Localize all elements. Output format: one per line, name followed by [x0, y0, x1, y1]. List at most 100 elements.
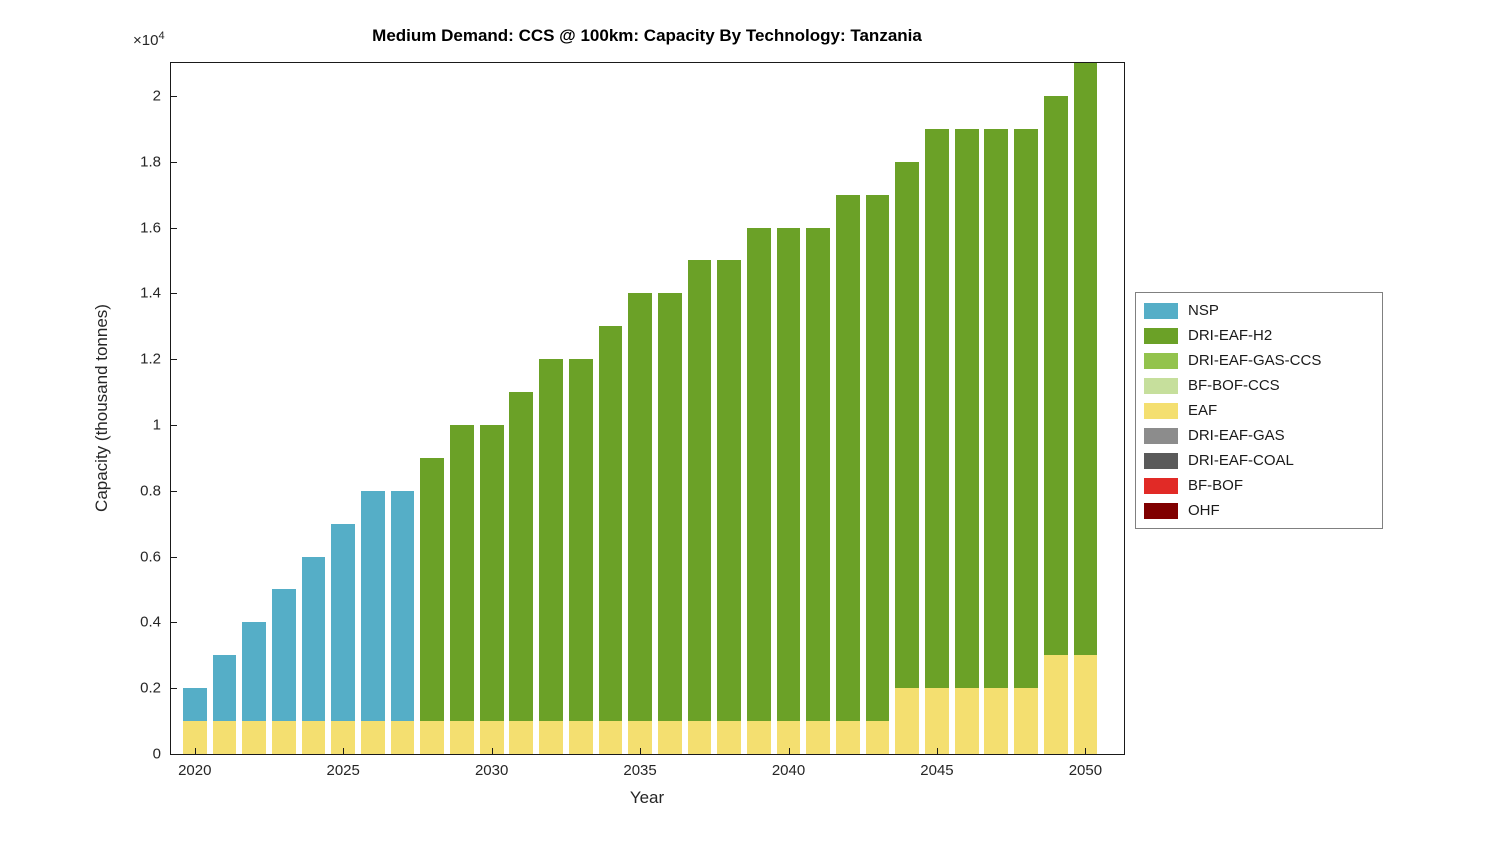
bar-segment-dri-eaf-h2: [598, 326, 623, 722]
legend-label: DRI-EAF-GAS: [1188, 427, 1285, 444]
bar-segment-dri-eaf-h2: [806, 227, 831, 722]
legend-item-nsp: NSP: [1144, 298, 1376, 323]
legend-swatch: [1144, 402, 1178, 419]
x-tick-mark: [1085, 748, 1087, 754]
bar-segment-eaf: [1014, 688, 1038, 754]
legend-item-bf-bof-ccs: BF-BOF-CCS: [1144, 373, 1376, 398]
bar-segment-eaf: [450, 721, 474, 754]
bar-segment-dri-eaf-h2: [895, 161, 920, 689]
y-tick-mark: [171, 688, 177, 690]
bar-segment-dri-eaf-h2: [836, 194, 860, 722]
bar-segment-eaf: [865, 721, 890, 754]
bar-segment-dri-eaf-h2: [1043, 95, 1068, 656]
x-tick-label: 2045: [920, 762, 954, 779]
bar-segment-eaf: [717, 721, 742, 754]
legend-label: BF-BOF: [1188, 477, 1243, 494]
bar-segment-eaf: [568, 721, 593, 754]
x-tick-label: 2030: [474, 762, 509, 779]
bar-segment-nsp: [242, 622, 266, 722]
bar-segment-dri-eaf-h2: [539, 359, 563, 722]
bar-segment-eaf: [390, 721, 415, 754]
bar-segment-dri-eaf-h2: [954, 128, 979, 689]
x-tick-mark: [194, 748, 196, 754]
bar-segment-eaf: [420, 721, 445, 754]
y-axis-label: Capacity (thousand tonnes): [92, 304, 111, 512]
legend-swatch: [1144, 352, 1178, 369]
bar-segment-eaf: [806, 721, 831, 754]
legend-swatch: [1144, 502, 1178, 519]
bar-segment-eaf: [1073, 655, 1098, 754]
y-tick-mark: [171, 161, 177, 163]
y-axis-multiplier-base: ×10: [133, 32, 159, 49]
x-tick-label: 2040: [771, 762, 806, 779]
bar-segment-nsp: [361, 490, 385, 722]
bar-segment-dri-eaf-h2: [984, 128, 1009, 689]
bar-segment-dri-eaf-h2: [479, 424, 504, 722]
bar-segment-dri-eaf-h2: [568, 359, 593, 722]
legend-label: OHF: [1188, 502, 1220, 519]
legend-item-ohf: OHF: [1144, 498, 1376, 523]
bar-segment-dri-eaf-h2: [746, 227, 771, 722]
x-tick-mark: [491, 748, 493, 754]
x-tick-mark: [936, 748, 938, 754]
y-tick-mark: [171, 754, 177, 755]
y-tick-mark: [171, 490, 177, 492]
bar-segment-eaf: [954, 688, 979, 754]
legend-item-dri-eaf-coal: DRI-EAF-COAL: [1144, 448, 1376, 473]
bar-segment-nsp: [212, 655, 237, 722]
bar-segment-nsp: [331, 523, 356, 722]
bar-segment-eaf: [539, 721, 563, 754]
bar-segment-nsp: [182, 688, 207, 722]
bar-segment-dri-eaf-h2: [509, 392, 534, 722]
legend-swatch: [1144, 302, 1178, 319]
bar-segment-dri-eaf-h2: [657, 293, 682, 722]
y-tick-mark: [171, 227, 177, 229]
legend-label: NSP: [1188, 302, 1219, 319]
legend-label: EAF: [1188, 402, 1218, 419]
y-tick-mark: [171, 556, 177, 558]
bar-segment-eaf: [479, 721, 504, 754]
legend-label: DRI-EAF-GAS-CCS: [1188, 352, 1322, 369]
y-tick-label: 1.6: [140, 219, 161, 237]
bar-segment-dri-eaf-h2: [925, 128, 949, 689]
legend-swatch: [1144, 377, 1178, 394]
y-tick-label: 1: [152, 416, 161, 434]
bar-segment-eaf: [746, 721, 771, 754]
x-tick-label: 2020: [178, 762, 212, 779]
bar-segment-dri-eaf-h2: [776, 227, 801, 722]
y-tick-label: 0.6: [140, 548, 161, 566]
bar-segment-dri-eaf-h2: [450, 424, 474, 722]
bar-segment-nsp: [301, 556, 326, 722]
bar-segment-dri-eaf-h2: [1014, 128, 1038, 689]
bar-segment-eaf: [361, 721, 385, 754]
bar-segment-eaf: [212, 721, 237, 754]
bar-segment-eaf: [301, 721, 326, 754]
bar-segment-dri-eaf-h2: [420, 457, 445, 722]
y-tick-mark: [171, 359, 177, 361]
bar-segment-eaf: [331, 721, 356, 754]
legend-item-eaf: EAF: [1144, 398, 1376, 423]
legend-item-bf-bof: BF-BOF: [1144, 473, 1376, 498]
bar-segment-eaf: [628, 721, 652, 754]
legend-item-dri-eaf-gas: DRI-EAF-GAS: [1144, 423, 1376, 448]
bar-segment-eaf: [657, 721, 682, 754]
y-tick-label: 1.2: [140, 350, 161, 368]
y-tick-label: 0: [152, 745, 161, 763]
bar-segment-dri-eaf-h2: [1073, 63, 1098, 656]
legend-item-dri-eaf-h2: DRI-EAF-H2: [1144, 323, 1376, 348]
bar-segment-dri-eaf-h2: [865, 194, 890, 722]
y-axis-multiplier: ×104: [133, 30, 165, 49]
y-axis-multiplier-exponent: 4: [158, 30, 165, 42]
y-tick-label: 0.2: [140, 679, 161, 697]
bar-segment-dri-eaf-h2: [717, 260, 742, 722]
x-axis-label: Year: [629, 788, 665, 807]
legend: NSP DRI-EAF-H2 DRI-EAF-GAS-CCS BF-BOF-CCS EA…: [1135, 292, 1383, 529]
x-tick-mark: [343, 748, 345, 754]
y-tick-mark: [171, 293, 177, 295]
x-tick-mark: [640, 748, 642, 754]
bar-segment-dri-eaf-h2: [687, 260, 712, 722]
bar-segment-eaf: [1043, 655, 1068, 754]
y-tick-label: 1.8: [140, 153, 161, 171]
bar-segment-nsp: [271, 589, 296, 722]
y-tick-label: 0.8: [140, 482, 161, 500]
